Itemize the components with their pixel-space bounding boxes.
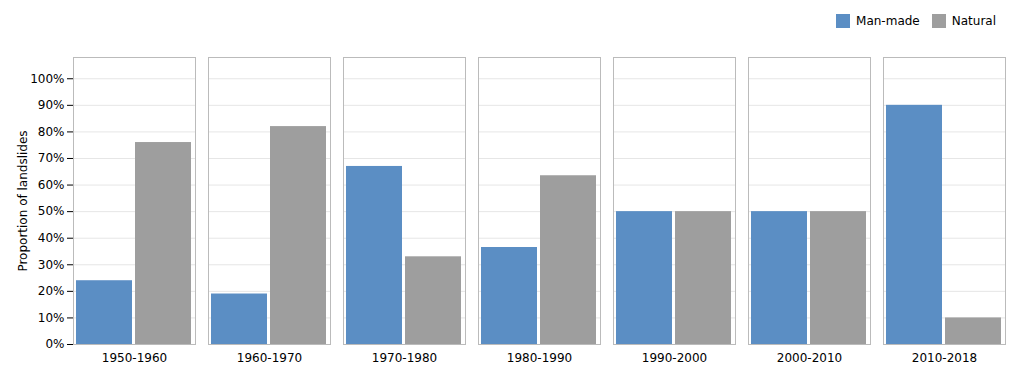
svg-text:2010-2018: 2010-2018 <box>912 351 977 365</box>
svg-text:20%: 20% <box>38 284 65 298</box>
svg-text:90%: 90% <box>38 98 65 112</box>
html-text:Man-made: Man-made <box>856 13 920 28</box>
svg-text:1960-1970: 1960-1970 <box>237 351 302 365</box>
svg-text:1980-1990: 1980-1990 <box>507 351 572 365</box>
svg-text:10%: 10% <box>38 311 65 325</box>
svg-text:Proportion of landslides: Proportion of landslides <box>16 130 30 271</box>
svg-text:60%: 60% <box>38 178 65 192</box>
svg-text:1970-1980: 1970-1980 <box>372 351 437 365</box>
svg-text:1950-1960: 1950-1960 <box>102 351 167 365</box>
svg-text:70%: 70% <box>38 151 65 165</box>
svg-text:80%: 80% <box>38 125 65 139</box>
svg-text:40%: 40% <box>38 231 65 245</box>
svg-text:2000-2010: 2000-2010 <box>777 351 842 365</box>
html-text:Natural: Natural <box>951 13 996 28</box>
svg-text:1990-2000: 1990-2000 <box>642 351 707 365</box>
svg-text:50%: 50% <box>38 204 65 218</box>
svg-text:0%: 0% <box>45 337 64 351</box>
svg-text:100%: 100% <box>30 72 64 86</box>
svg-text:30%: 30% <box>38 258 65 272</box>
